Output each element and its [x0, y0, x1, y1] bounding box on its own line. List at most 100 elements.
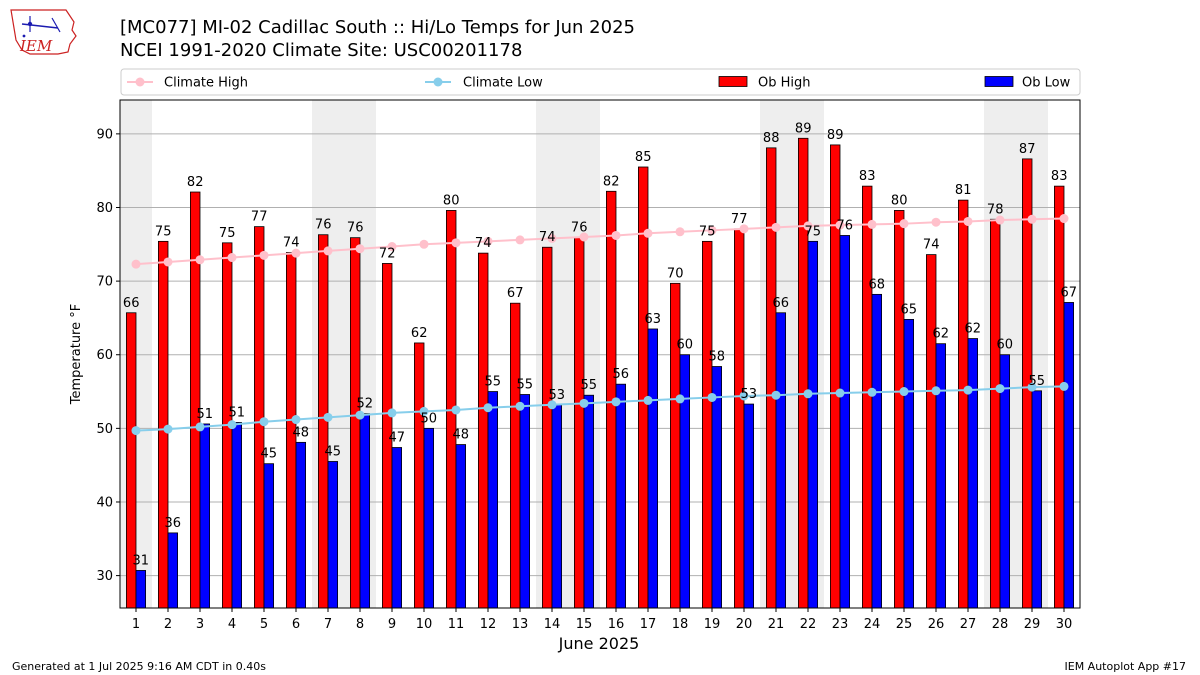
climate-low-point-7: [323, 412, 333, 422]
climate-high-point-1: [131, 259, 141, 269]
climate-high-point-8: [355, 244, 365, 254]
x-axis-label: June 2025: [558, 634, 640, 653]
ob-low-bar-19: [711, 366, 723, 609]
x-tick-label-9: 9: [388, 617, 396, 632]
x-tick-label-2: 2: [164, 617, 172, 632]
x-tick-label-29: 29: [1024, 617, 1041, 632]
climate-high-point-19: [707, 225, 717, 235]
y-tick-label-50: 50: [96, 422, 113, 437]
climate-low-point-23: [835, 388, 845, 398]
ob-high-bar-8: [349, 237, 361, 609]
ob-high-bar-19: [702, 240, 713, 609]
x-tick-label-12: 12: [480, 617, 497, 632]
ob-low-bar-20: [743, 403, 755, 609]
ob-low-label-24: 68: [869, 277, 886, 292]
climate-low-point-21: [771, 390, 781, 400]
x-tick-label-8: 8: [356, 617, 364, 632]
ob-low-bar-4: [231, 422, 243, 609]
plot-frame: [119, 99, 1081, 609]
ob-high-label-24: 83: [859, 169, 876, 184]
climate-high-point-18: [675, 227, 685, 237]
x-tick-label-3: 3: [196, 617, 204, 632]
ob-low-label-1: 31: [133, 553, 150, 568]
logo-text: IEM: [19, 37, 53, 55]
climate-high-point-28: [995, 215, 1005, 225]
ob-high-bar-25: [894, 210, 905, 609]
climate-low-point-30: [1059, 381, 1069, 391]
climate-high-point-27: [963, 216, 973, 226]
x-tick-label-18: 18: [672, 617, 689, 632]
x-tick-label-4: 4: [228, 617, 236, 632]
ob-high-label-8: 76: [347, 221, 364, 236]
ob-high-label-21: 88: [763, 131, 780, 146]
ob-low-label-5: 45: [261, 447, 278, 462]
ob-high-label-9: 72: [379, 246, 396, 261]
climate-high-line: [135, 217, 1065, 266]
ob-high-label-14: 74: [539, 230, 556, 245]
climate-high-point-25: [899, 219, 909, 229]
ob-low-bar-17: [647, 328, 659, 609]
ob-low-bar-10: [423, 427, 435, 609]
ob-high-bar-22: [798, 137, 809, 609]
y-tick-label-80: 80: [96, 201, 113, 216]
ob-high-label-20: 77: [731, 212, 748, 227]
ob-high-bar-24: [862, 185, 873, 609]
ob-high-bar-14: [542, 246, 553, 609]
ob-low-label-25: 65: [901, 302, 918, 317]
ob-low-label-22: 75: [805, 224, 822, 239]
climate-low-point-3: [195, 422, 205, 432]
climate-low-point-25: [899, 387, 909, 397]
climate-high-point-9: [387, 242, 397, 252]
ob-low-label-14: 53: [549, 388, 566, 403]
climate-low-point-1: [131, 426, 141, 436]
climate-high-point-24: [867, 219, 877, 229]
ob-high-label-6: 74: [283, 235, 300, 250]
x-tick-label-28: 28: [992, 617, 1009, 632]
climate-low-point-18: [675, 394, 685, 404]
state-outline-icon: [10, 9, 77, 55]
y-tick-label-30: 30: [96, 569, 113, 584]
climate-high-point-26: [931, 217, 941, 227]
ob-low-label-3: 51: [197, 407, 214, 422]
chart-subtitle: NCEI 1991-2020 Climate Site: USC00201178: [120, 40, 523, 61]
ob-low-bar-29: [1031, 390, 1043, 609]
y-axis-label: Temperature °F: [69, 304, 84, 405]
climate-low-line: [135, 385, 1065, 432]
climate-high-point-29: [1027, 214, 1037, 224]
ob-low-label-4: 51: [229, 405, 246, 420]
ob-low-label-7: 45: [325, 444, 342, 459]
ob-high-bar-23: [830, 144, 841, 609]
climate-low-point-10: [419, 406, 429, 416]
ob-high-label-18: 70: [667, 266, 684, 281]
climate-low-point-19: [707, 392, 717, 402]
climate-low-point-26: [931, 386, 941, 396]
climate-high-point-30: [1059, 214, 1069, 224]
ob-high-bar-2: [157, 240, 169, 609]
climate-low-point-6: [291, 415, 301, 425]
ob-high-label-4: 75: [219, 226, 236, 241]
ob-low-label-23: 76: [837, 218, 854, 233]
ob-low-bar-1: [135, 570, 147, 609]
ob-low-bar-3: [199, 423, 211, 609]
ob-high-bar-5: [253, 226, 265, 609]
x-tick-label-27: 27: [960, 617, 977, 632]
legend-item-ob-low: Ob Low: [984, 76, 1071, 91]
x-tick-label-22: 22: [800, 617, 817, 632]
ob-low-bar-2: [167, 532, 179, 609]
ob-low-label-6: 48: [293, 425, 310, 440]
ob-low-label-9: 47: [389, 431, 406, 446]
legend-item-climate-low: Climate Low: [425, 76, 543, 91]
ob-low-bar-8: [359, 413, 371, 609]
ob-high-label-12: 74: [475, 236, 492, 251]
ob-low-bar-14: [551, 404, 563, 609]
ob-low-label-11: 48: [453, 428, 470, 443]
climate-low-point-11: [451, 405, 461, 415]
climate-high-point-6: [291, 248, 301, 258]
climate-high-point-20: [739, 224, 749, 234]
x-tick-label-14: 14: [544, 617, 561, 632]
ob-high-label-27: 81: [955, 183, 972, 198]
ob-high-label-1: 66: [123, 296, 140, 311]
ob-high-bar-10: [413, 342, 425, 609]
